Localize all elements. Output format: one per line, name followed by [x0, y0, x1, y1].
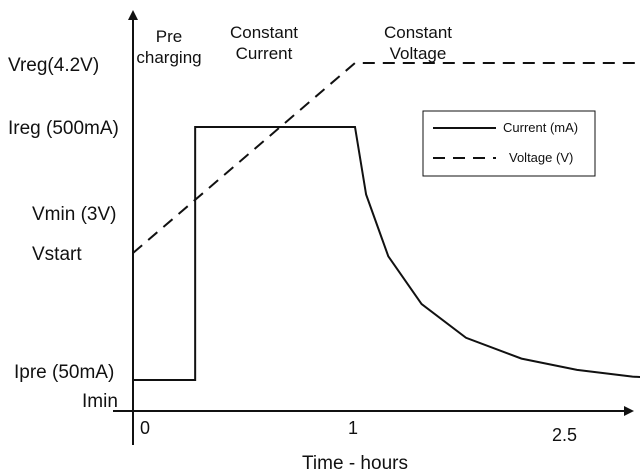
x-tick-label: 1 [348, 418, 358, 438]
phase-label-constant-current-line1: Constant [230, 23, 298, 42]
x-axis-title: Time - hours [302, 453, 408, 474]
y-label-ipre: Ipre (50mA) [14, 362, 114, 383]
phase-label-constant-voltage-line1: Constant [384, 23, 452, 42]
phase-label-pre-charging-line2: charging [136, 48, 201, 67]
y-label-vreg: Vreg(4.2V) [8, 55, 99, 76]
legend-label-current: Current (mA) [503, 120, 578, 135]
x-tick-label: 2.5 [552, 425, 577, 445]
phase-label-constant-voltage-line2: Voltage [390, 44, 447, 63]
legend: Current (mA) Voltage (V) [422, 110, 596, 177]
series-current-line [133, 126, 640, 381]
phase-label-constant-current-line2: Current [236, 44, 293, 63]
legend-box [422, 110, 596, 177]
y-label-vmin: Vmin (3V) [32, 204, 116, 225]
y-label-ireg: Ireg (500mA) [8, 118, 119, 139]
y-label-imin: Imin [82, 391, 118, 412]
x-tick-label: 0 [140, 418, 150, 438]
legend-label-voltage: Voltage (V) [509, 150, 573, 165]
y-label-vstart: Vstart [32, 244, 82, 265]
phase-label-pre-charging-line1: Pre [156, 27, 182, 46]
